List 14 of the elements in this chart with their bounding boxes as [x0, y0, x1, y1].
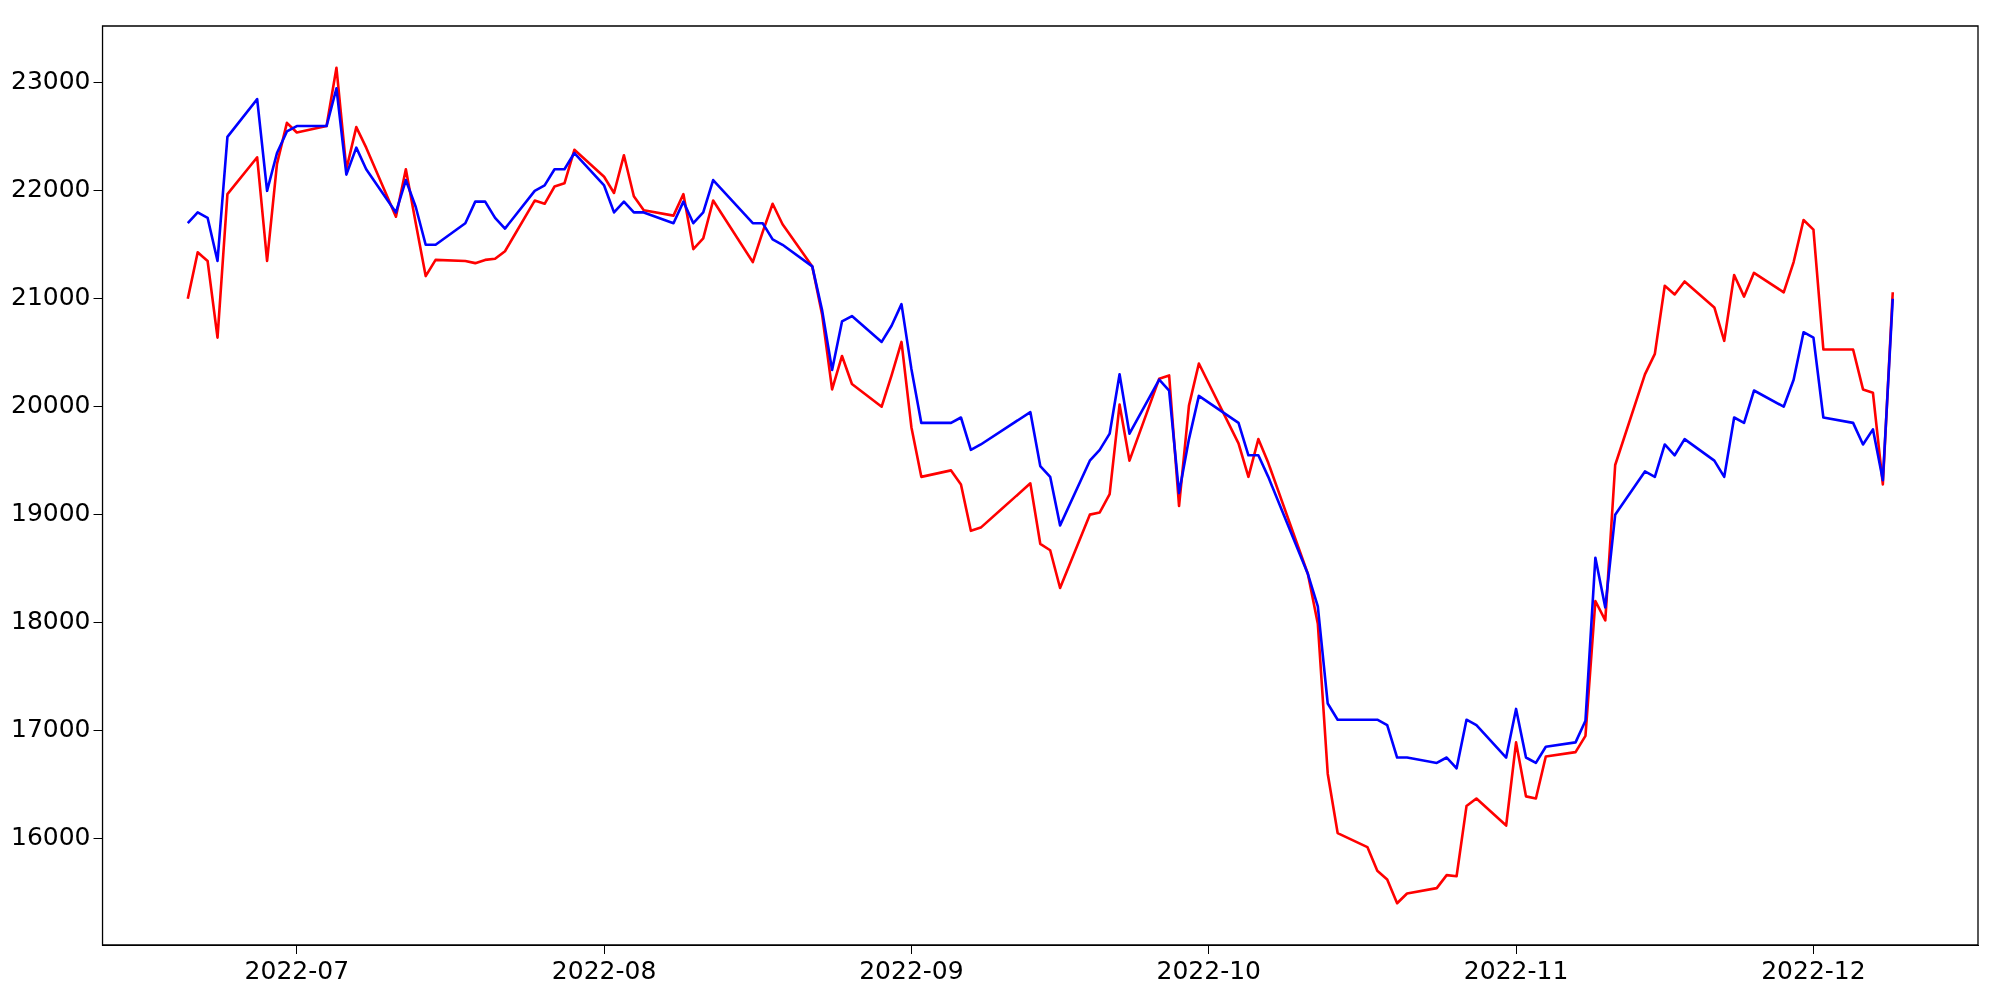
y-tick-label: 18000 — [11, 606, 91, 636]
x-tick-label: 2022-08 — [551, 955, 657, 985]
x-tick-label: 2022-12 — [1761, 955, 1866, 985]
x-tick-label: 2022-09 — [859, 955, 964, 985]
x-tick-label: 2022-10 — [1156, 955, 1262, 985]
x-tick-label: 2022-07 — [244, 955, 350, 985]
y-tick-label: 17000 — [11, 714, 91, 744]
y-tick-label: 20000 — [11, 390, 91, 420]
y-tick-label: 22000 — [11, 174, 91, 204]
y-tick-label: 21000 — [11, 282, 91, 312]
y-tick-label: 19000 — [11, 498, 91, 528]
y-tick-label: 23000 — [11, 66, 91, 96]
y-tick-label: 16000 — [11, 821, 91, 851]
x-tick-label: 2022-11 — [1463, 955, 1569, 985]
